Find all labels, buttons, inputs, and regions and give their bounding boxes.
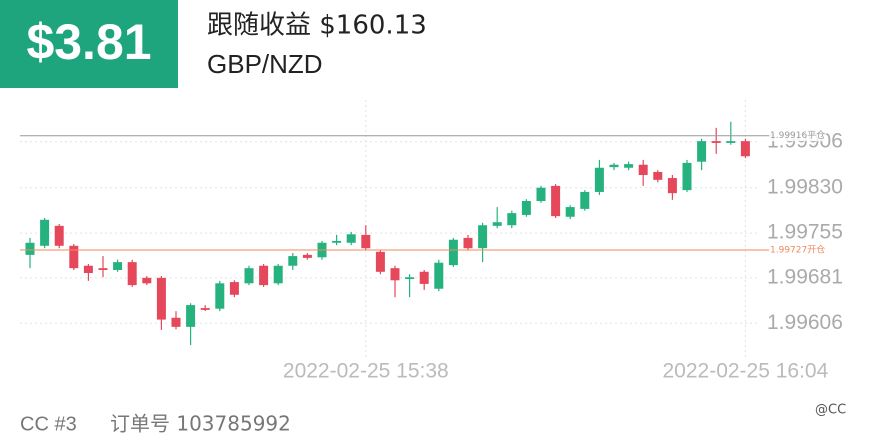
candle-body: [638, 164, 648, 176]
amount: $3.81: [26, 14, 151, 70]
watermark: @CC: [815, 403, 846, 418]
candle-body: [186, 305, 196, 327]
candle-body: [448, 239, 458, 266]
candle-body: [624, 164, 634, 168]
candle-body: [25, 242, 35, 255]
candle-body: [229, 282, 239, 295]
candle-body: [156, 277, 166, 320]
candle-body: [580, 191, 590, 209]
candle-body: [478, 225, 488, 249]
candle-body: [200, 308, 210, 310]
y-tick-label: 1.99606: [767, 311, 843, 334]
candle-body: [361, 234, 371, 249]
candle-body: [302, 254, 312, 258]
candle-body: [463, 237, 473, 249]
candle-body: [521, 201, 531, 215]
candle-body: [69, 245, 79, 269]
candle-body: [594, 167, 604, 192]
candle-body: [113, 262, 123, 270]
candle-body: [419, 271, 429, 284]
candle-body: [492, 222, 502, 226]
candle-body: [565, 207, 575, 217]
y-tick-label: 1.99830: [767, 175, 843, 198]
reference-label: 1.99916平仓: [770, 129, 825, 141]
candle-body: [40, 219, 50, 246]
candle-body: [405, 277, 415, 280]
candle-body: [551, 185, 561, 217]
title: 跟随收益 $160.13: [207, 11, 427, 41]
candle-body: [740, 141, 750, 157]
candle-body: [54, 225, 64, 246]
candle-body: [142, 277, 152, 284]
candle-body: [273, 265, 283, 284]
candle-body: [171, 317, 181, 327]
reference-label-bg: [769, 129, 827, 142]
candle-body: [346, 234, 356, 243]
candle-body: [653, 171, 663, 180]
x-tick-label: 2022-02-25 16:04: [662, 360, 828, 383]
candle-body: [667, 178, 677, 194]
candle-body: [127, 262, 137, 286]
reference-label: 1.99727开仓: [770, 244, 825, 256]
candle-body: [83, 265, 93, 274]
candle-body: [332, 240, 342, 243]
candle-body: [507, 213, 517, 226]
candle-body: [259, 265, 269, 286]
order-number: 订单号 103785992: [110, 412, 291, 436]
pair: GBP/NZD: [207, 49, 323, 79]
account: CC #3: [20, 413, 77, 435]
candle-body: [609, 164, 619, 168]
candle-body: [390, 268, 400, 281]
candle-body: [215, 283, 225, 309]
y-tick-label: 1.99755: [767, 221, 843, 244]
amount-badge: [0, 0, 178, 88]
candle-body: [434, 262, 444, 289]
chart: 1.996061.996811.997551.998301.999062022-…: [20, 100, 843, 383]
candle-body: [98, 268, 108, 270]
y-tick-label: 1.99681: [767, 265, 843, 288]
reference-label-bg: [769, 243, 827, 256]
x-tick-label: 2022-02-25 15:38: [283, 360, 449, 383]
candle-body: [711, 141, 721, 143]
candle-body: [536, 187, 546, 202]
candle-body: [726, 141, 736, 143]
candle-body: [697, 141, 707, 162]
candle-body: [244, 268, 254, 284]
candle-body: [682, 162, 692, 191]
candle-body: [375, 251, 385, 272]
candle-body: [288, 256, 298, 266]
